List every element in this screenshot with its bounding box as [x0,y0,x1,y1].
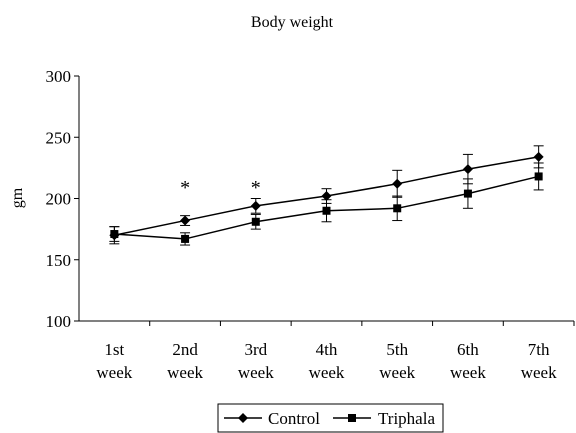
data-point-square [534,172,543,181]
significance-marker: * [251,177,261,199]
y-tick-label: 100 [46,312,72,331]
data-point-diamond [250,200,261,211]
x-tick-label: 1st [104,340,124,359]
data-point-diamond [462,164,473,175]
y-tick-label: 200 [46,190,72,209]
data-point-diamond [392,178,403,189]
x-tick-label: 2nd [172,340,198,359]
data-point-square [110,230,119,239]
data-point-square [322,206,331,215]
y-axis-label: gm [9,187,26,208]
x-tick-label: 4th [316,340,338,359]
legend-item-triphala: Triphala [333,409,435,428]
legend-label: Triphala [378,409,435,428]
x-tick-label: week [521,363,557,382]
x-tick-labels: 1st week 2nd week 3rd week 4th week 5th week 6th we… [96,340,557,382]
series-layer [109,145,544,246]
data-point-diamond [180,215,191,226]
data-point-square [463,189,472,198]
legend-marker-square [348,414,356,422]
data-point-square [251,217,260,226]
data-point-square [181,234,190,243]
axes [74,75,575,326]
chart-title: Body weight [251,14,334,31]
legend-label: Control [268,409,320,428]
data-point-square [393,204,402,213]
x-tick-label: week [450,363,486,382]
y-tick-labels: 100 150 200 250 300 [46,67,72,331]
series-control [109,145,544,245]
data-point-diamond [533,151,544,162]
legend-item-control: Control [224,409,320,428]
x-tick-label: week [167,363,203,382]
x-tick-label: week [309,363,345,382]
data-point-diamond [321,191,332,202]
annotations: * * [180,177,261,199]
x-tick-label: week [379,363,415,382]
legend-marker-diamond [238,413,248,423]
x-tick-label: 5th [386,340,408,359]
x-tick-label: week [96,363,132,382]
y-tick-label: 250 [46,128,72,147]
y-tick-label: 300 [46,67,72,86]
x-tick-label: 6th [457,340,479,359]
x-tick-label: 7th [528,340,550,359]
significance-marker: * [180,177,190,199]
series-triphala [109,162,544,246]
x-tick-label: 3rd [244,340,267,359]
legend: Control Triphala [217,403,444,433]
x-tick-label: week [238,363,274,382]
y-tick-label: 150 [46,251,72,270]
